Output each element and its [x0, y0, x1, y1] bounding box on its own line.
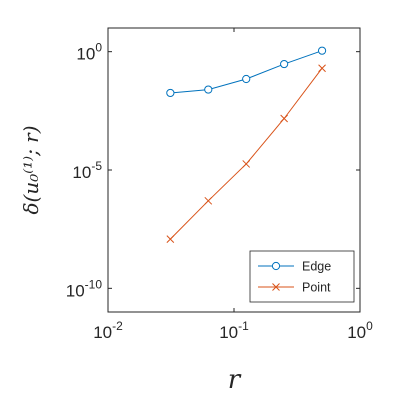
data-point-edge	[166, 88, 175, 98]
data-point-point	[204, 196, 213, 205]
data-point-point	[242, 160, 251, 168]
data-point-edge	[204, 85, 213, 94]
data-point-point	[280, 114, 288, 123]
x-tick-label: 10-1	[219, 319, 249, 342]
y-axis-title: δ(u₀⁽¹⁾; r)	[19, 125, 43, 214]
legend-point-marker	[272, 283, 280, 291]
x-tick-label: 10-2	[93, 319, 123, 342]
data-point-edge	[242, 74, 251, 84]
x-tick-label: 100	[347, 319, 373, 342]
legend-edge-marker	[271, 261, 281, 271]
data-point-edge	[317, 46, 327, 55]
legend-box	[249, 250, 355, 303]
ticks: 10-2 10-1 100 100 10-5 10-10	[66, 28, 373, 342]
data-point-point	[318, 64, 326, 73]
y-tick-label: 10-10	[66, 277, 103, 300]
legend-edge-label: Edge	[302, 260, 331, 274]
x-axis-title: r	[228, 365, 242, 395]
legend-point-label: Point	[302, 281, 331, 295]
data-point-point	[166, 235, 175, 243]
y-tick-label: 10-5	[72, 159, 102, 182]
series-group	[166, 46, 327, 243]
y-tick-label: 100	[76, 41, 102, 64]
legend: Edge Point	[249, 250, 355, 303]
data-point-edge	[280, 59, 289, 69]
